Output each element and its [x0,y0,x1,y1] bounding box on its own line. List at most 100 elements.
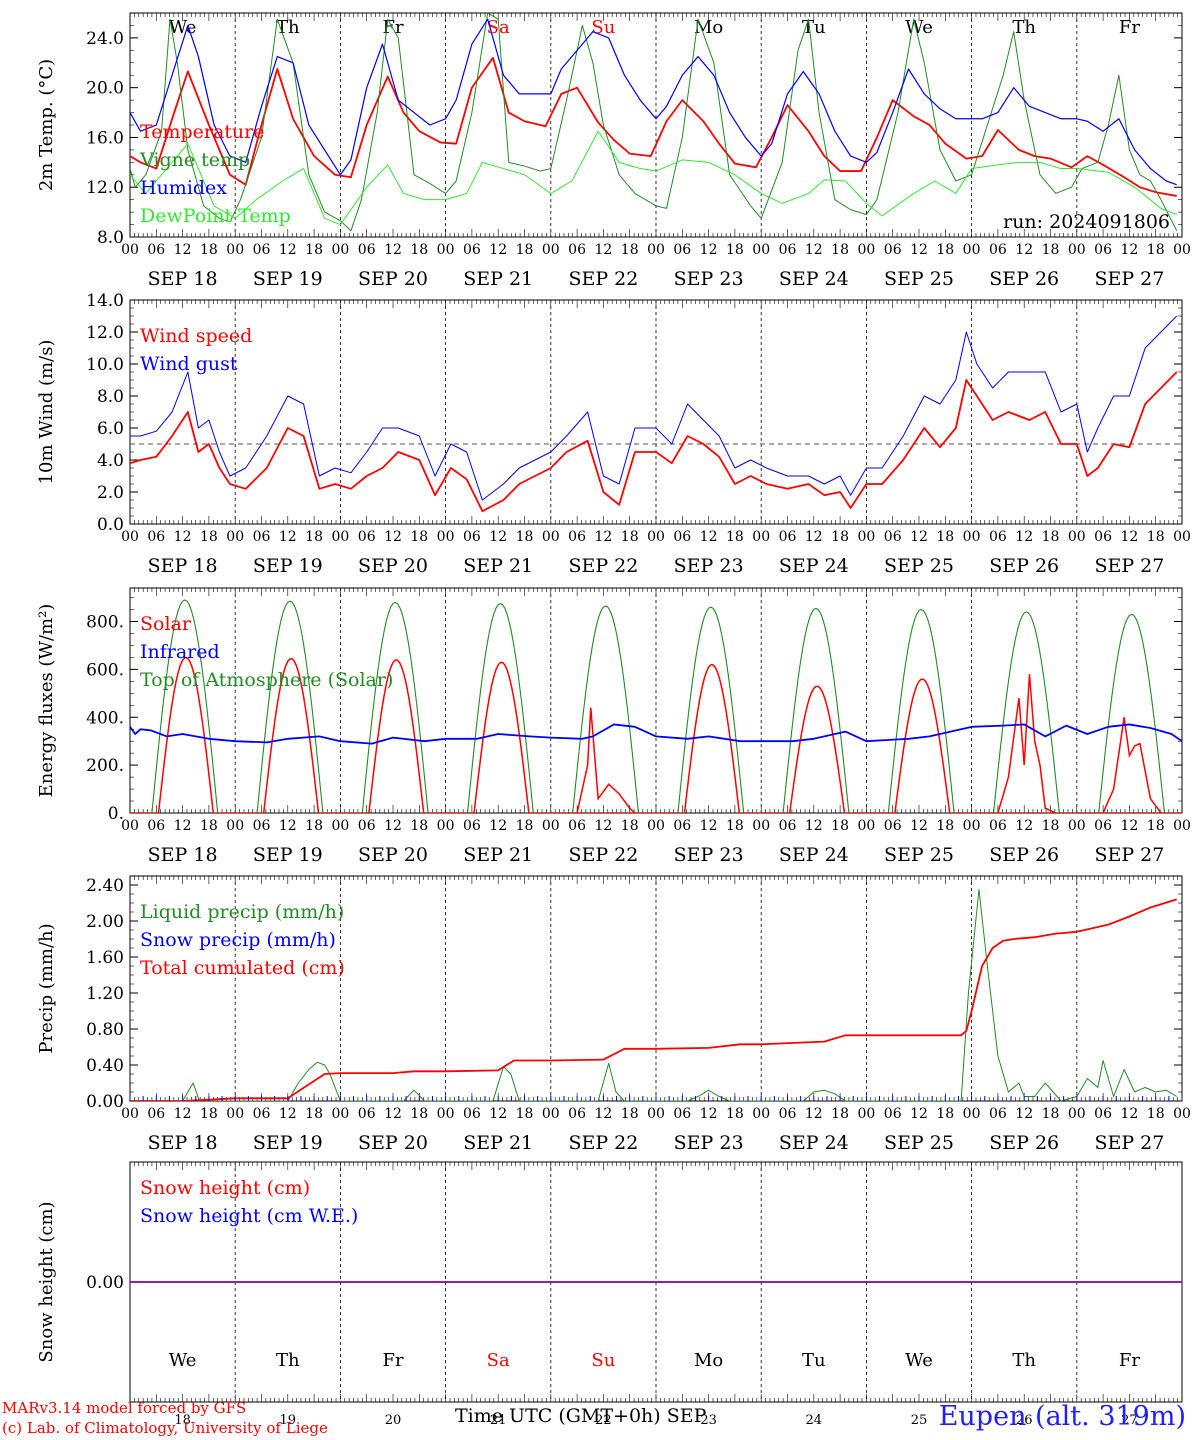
weekday-label: Tu [802,1350,826,1371]
run-annotation: run: 2024091806 [1003,211,1170,233]
hour-label: 12 [1015,529,1033,545]
day-number-label: 22 [595,1413,612,1428]
temperature-panel: 8.0 12.0 16.0 20.0 24.0 2m Temp. (°C) 00 06 12 18… [36,12,1191,290]
hour-label: 00 [121,242,139,258]
hour-label: 06 [463,529,481,545]
hour-label: 06 [1094,818,1112,834]
legend-entry: Wind speed [140,325,252,347]
hour-label: 18 [831,242,849,258]
hour-label: 06 [989,529,1007,545]
hour-label: 06 [884,242,902,258]
hour-label: 12 [805,818,823,834]
hour-label: 18 [410,529,428,545]
hour-label: 06 [568,242,586,258]
weekday-label: We [169,17,197,38]
date-label: SEP 19 [253,844,323,866]
hour-label: 00 [331,242,349,258]
wind-x-ticks [129,300,1183,524]
y-tick-label: 800. [86,613,124,633]
hour-label: 12 [594,818,612,834]
hour-label: 12 [805,529,823,545]
hour-label: 18 [516,1106,534,1122]
temperature-frame [129,12,1183,238]
hour-label: 12 [805,242,823,258]
weekday-label: We [905,1350,933,1371]
temperature-plot-area [130,13,1178,232]
date-label: SEP 23 [674,268,744,290]
series-line-vigne-temp [130,13,1178,232]
date-label: SEP 19 [253,268,323,290]
date-label: SEP 20 [358,1132,428,1154]
date-label: SEP 18 [148,844,218,866]
day-number-label: 24 [806,1413,823,1428]
y-tick-label: 200. [86,756,124,776]
hour-label: 06 [779,242,797,258]
day-number-label: 27 [1121,1413,1138,1428]
hour-label: 00 [1173,818,1191,834]
hour-label: 12 [384,529,402,545]
hour-label: 00 [752,818,770,834]
hour-label: 18 [410,1106,428,1122]
hour-label: 18 [831,818,849,834]
hour-label: 06 [253,1106,271,1122]
station-name: Eupen (alt. 319m) [938,1401,1186,1432]
hour-label: 18 [1042,1106,1060,1122]
hour-label: 00 [752,242,770,258]
hour-label: 00 [331,529,349,545]
series-line-temperature [130,56,1177,197]
date-label: SEP 19 [253,555,323,577]
hour-label: 12 [1120,529,1138,545]
hour-label: 00 [1173,1106,1191,1122]
y-tick-label: 0.00 [86,1092,124,1112]
hour-label: 12 [805,1106,823,1122]
y-tick-label: 16.0 [86,128,124,148]
hour-label: 18 [936,818,954,834]
legend-entry: Temperature [140,121,264,143]
wind-plot-area [130,315,1178,513]
hour-label: 00 [437,818,455,834]
series-line-solar [1102,717,1162,813]
hour-label: 18 [726,529,744,545]
date-label: SEP 26 [989,555,1059,577]
hour-label: 06 [147,529,165,545]
weekday-label: We [905,17,933,38]
weekday-label: Mo [694,17,723,38]
date-label: SEP 21 [463,844,533,866]
hour-label: 06 [1094,242,1112,258]
hour-label: 00 [226,818,244,834]
y-tick-label: 8.0 [97,228,124,248]
weekday-label: Sa [487,1350,510,1371]
weekday-label: Th [1012,17,1036,38]
date-label: SEP 24 [779,1132,849,1154]
hour-label: 06 [253,242,271,258]
y-tick-label: 10.0 [86,355,124,375]
hour-label: 18 [410,818,428,834]
hour-label: 06 [568,1106,586,1122]
hour-label: 18 [936,529,954,545]
hour-label: 12 [1015,242,1033,258]
hour-label: 18 [305,1106,323,1122]
y-tick-label: 600. [86,660,124,680]
y-tick-label: 0.80 [86,1020,124,1040]
legend-entry: Snow height (cm W.E.) [140,1205,358,1227]
hour-label: 00 [437,1106,455,1122]
y-tick-label: 2.00 [86,912,124,932]
hour-label: 12 [594,529,612,545]
hour-label: 18 [831,1106,849,1122]
series-line-dewpoint-temp [130,130,1177,226]
date-label: SEP 25 [884,1132,954,1154]
hour-label: 00 [963,1106,981,1122]
series-line-wind-gust [130,315,1178,501]
hour-label: 06 [989,1106,1007,1122]
hour-label: 00 [1068,242,1086,258]
hour-label: 00 [121,529,139,545]
hour-label: 00 [121,1106,139,1122]
hour-label: 12 [489,529,507,545]
day-number-label: 25 [911,1413,928,1428]
hour-label: 06 [989,818,1007,834]
date-label: SEP 22 [568,844,638,866]
hour-label: 06 [673,1106,691,1122]
hour-label: 00 [226,529,244,545]
hour-label: 12 [1120,242,1138,258]
hour-label: 12 [910,529,928,545]
